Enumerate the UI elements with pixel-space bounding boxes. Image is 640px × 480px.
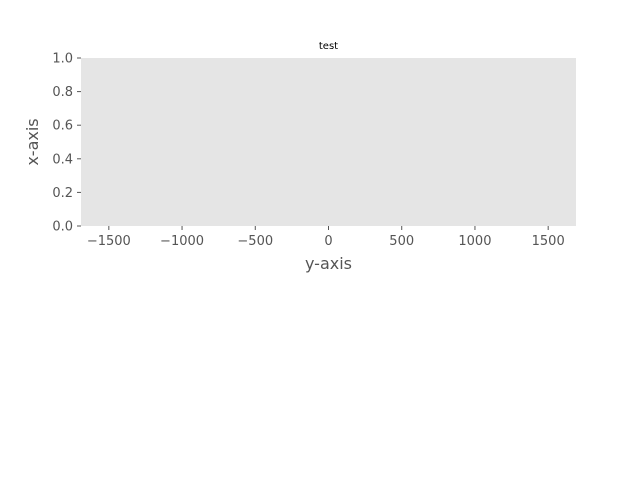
x-axis-ticks: −1500 −1000 −500 0 500 1000 1500 [87, 226, 565, 249]
x-tick-label: −500 [237, 234, 273, 249]
y-tick-label: 0.4 [52, 152, 73, 167]
x-tick-label: 0 [324, 234, 332, 249]
x-tick-label: 1000 [458, 234, 491, 249]
y-tick-label: 0.0 [52, 220, 73, 235]
y-tick-label: 0.8 [52, 85, 73, 100]
x-axis-label: y-axis [305, 254, 352, 273]
x-tick-label: −1500 [87, 234, 131, 249]
y-tick-label: 1.0 [52, 52, 73, 67]
chart-title: test [319, 41, 338, 52]
x-tick-label: 500 [389, 234, 414, 249]
y-axis-ticks: 0.0 0.2 0.4 0.6 0.8 1.0 [52, 52, 81, 235]
x-tick-label: −1000 [160, 234, 204, 249]
plot-area [81, 58, 576, 226]
y-tick-label: 0.6 [52, 119, 73, 134]
y-tick-label: 0.2 [52, 186, 73, 201]
x-tick-label: 1500 [532, 234, 565, 249]
y-axis-label: x-axis [23, 118, 42, 165]
